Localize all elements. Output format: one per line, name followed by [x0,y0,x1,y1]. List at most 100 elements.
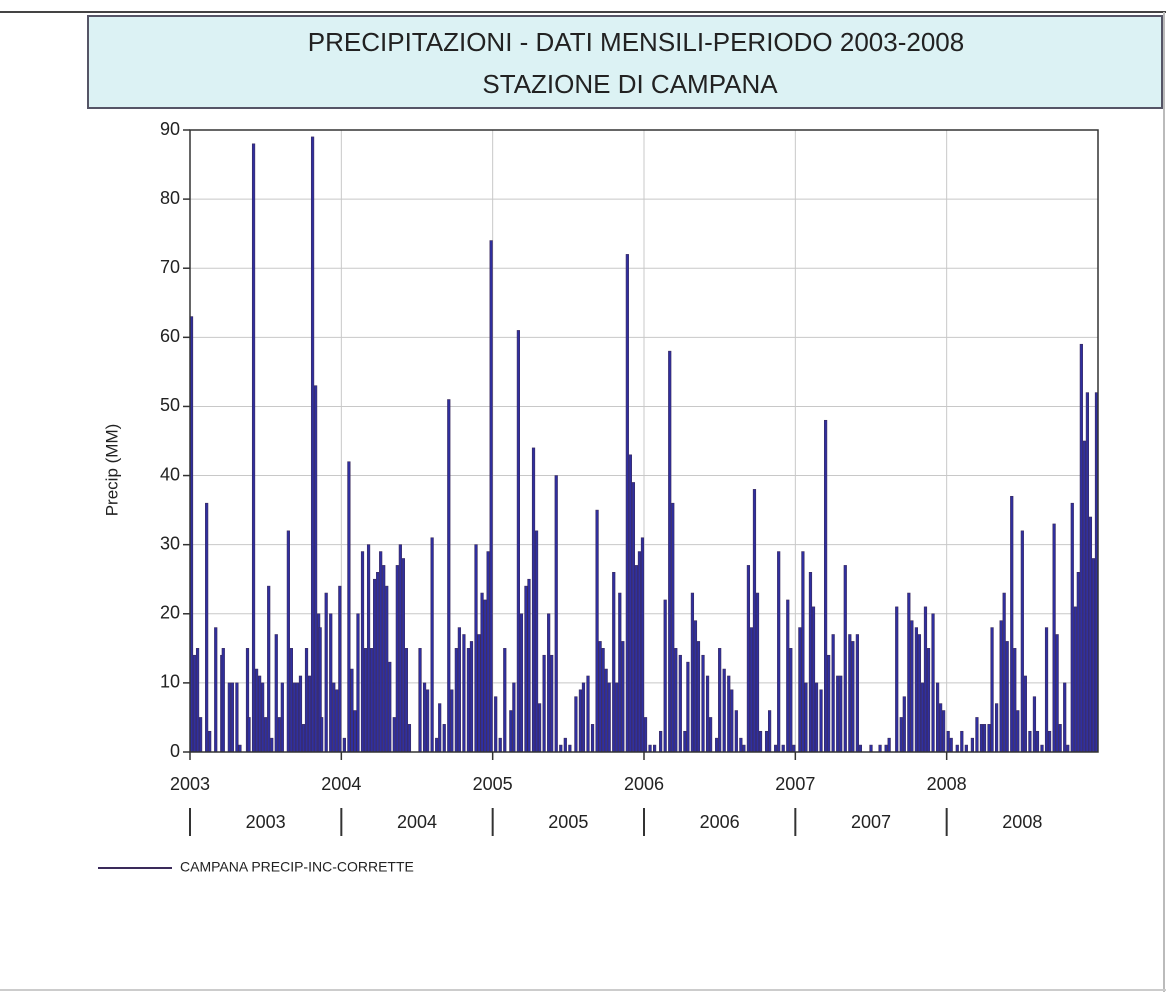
precip-bar [701,654,705,753]
precip-bar [1085,392,1090,753]
precip-bar [503,648,507,753]
precip-bar [531,447,536,753]
precip-bar [899,717,903,753]
precip-bar [586,675,590,753]
precip-bar [1044,627,1049,753]
precip-bar [690,592,695,753]
precip-bar [407,724,412,753]
precip-bar [869,744,873,753]
precip-bar [379,551,383,753]
precip-bar [749,627,754,753]
precip-bar [466,648,471,753]
precip-bar [843,565,847,753]
precip-bar [356,613,360,753]
y-tick-label: 0 [170,741,180,761]
precip-bar [238,744,242,753]
precip-bar [1076,572,1080,753]
precip-bar [195,648,200,753]
precip-bar [498,737,502,753]
x-tick-label: 2003 [170,774,210,794]
precip-bar [1040,744,1044,753]
precip-bar [819,689,823,753]
precip-bar [360,551,365,753]
precip-bar [388,661,392,753]
precip-bar [774,744,778,753]
y-tick-label: 80 [160,188,180,208]
precip-bar [955,744,959,753]
precip-bar [987,724,991,753]
precip-bar [801,551,805,753]
precip-bar [730,689,734,753]
precip-bar [430,537,434,753]
precip-bar [887,737,891,753]
precip-bar [693,620,698,753]
x-tick-label: 2004 [321,774,361,794]
precip-bar [804,682,808,753]
precip-bar [1020,530,1024,753]
year-band-label: 2006 [700,812,740,832]
precip-bar [590,724,595,753]
precip-bar [781,744,785,753]
precip-bar [910,620,914,753]
precip-bar [727,675,731,753]
precip-bar [385,585,389,753]
precip-bar [960,730,964,753]
precip-bar [347,461,351,753]
precip-bar [640,537,645,753]
precip-bar [563,737,567,753]
precip-bar [235,682,239,753]
precip-bar [982,724,987,753]
precip-bar [939,703,943,753]
precip-bar [480,592,484,753]
precip-bar [338,585,342,753]
precip-bar [715,737,719,753]
chart-subtitle: STAZIONE DI CAMPANA [482,69,778,99]
precip-bar [1032,696,1037,753]
precip-bar [949,737,953,753]
precip-bar [595,509,599,753]
year-band-label: 2005 [548,812,588,832]
precip-bar [454,648,458,753]
y-tick-label: 10 [160,672,180,692]
precip-bar [320,717,324,753]
y-tick-label: 70 [160,257,180,277]
precip-bar [628,454,632,753]
plot-frame [189,129,1099,753]
precip-bar [1013,648,1017,753]
precip-bar [1058,724,1062,753]
precip-bar [547,613,551,753]
precip-bar [935,682,940,753]
y-tick-label: 60 [160,326,180,346]
precip-bar [469,641,474,753]
precip-bar [663,599,667,753]
precip-bar [574,696,578,753]
precip-bar [734,710,738,753]
precip-bar [1028,730,1032,753]
y-tick-label: 90 [160,119,180,139]
precip-bar [550,654,554,753]
precip-bar [946,730,950,753]
precip-bar [280,682,284,753]
precip-bar [292,682,297,753]
precip-bar [1055,634,1059,753]
precip-bar [615,682,619,753]
precip-bar [637,551,642,753]
x-tick-label: 2007 [775,774,815,794]
precip-bar [425,689,430,753]
precip-bar [324,592,328,753]
precip-bar [970,737,974,753]
precip-bar [855,634,859,753]
precip-bar [683,730,687,753]
precip-bar [851,641,855,753]
precip-bar [895,606,899,753]
precip-bar [975,717,979,753]
precip-bar [668,350,672,753]
precip-bar [792,744,796,753]
precip-bar [634,565,639,753]
precip-bar [438,703,442,753]
precip-bar [398,544,402,753]
precip-bar [342,737,346,753]
precip-bar [1023,675,1027,753]
precip-bar [270,737,274,753]
